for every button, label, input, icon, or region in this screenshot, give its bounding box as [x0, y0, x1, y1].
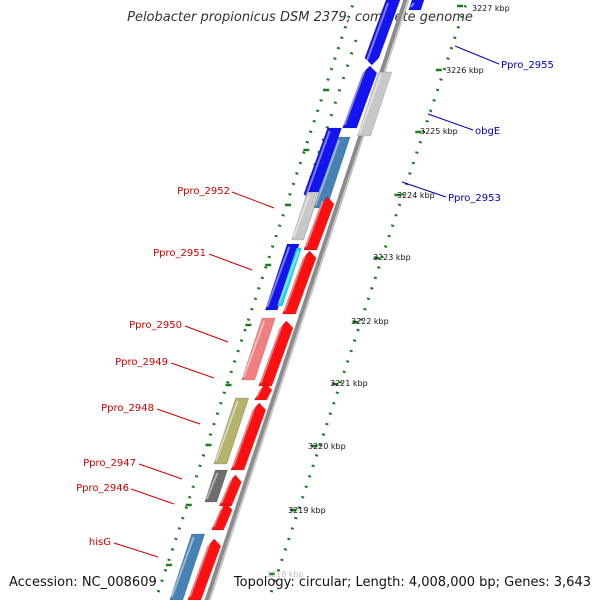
gene-features [169, 0, 425, 600]
gene-label-ppro-2951[interactable]: Ppro_2951 [153, 248, 206, 259]
leader-ppro-2947 [138, 463, 183, 480]
leader-ppro-2955 [454, 45, 500, 65]
leader-hisg [113, 542, 159, 558]
gene-ppro-2950[interactable] [241, 317, 276, 381]
gene-ppro-2948[interactable] [213, 397, 250, 465]
leader-ppro-2946 [130, 488, 175, 505]
gene-ppro-2951[interactable] [264, 243, 300, 311]
gene-ppro-2953-steel-highlight [314, 139, 341, 206]
kbp-label: 3219 kbp [288, 506, 326, 515]
label-leaders [113, 45, 500, 558]
kbp-label: 3224 kbp [397, 191, 435, 200]
gene-ppro-2947-red-highlight [220, 478, 233, 504]
gene-ppro-2949-highlight [255, 386, 263, 398]
gene-obge-highlight [358, 74, 382, 134]
kbp-label: 3221 kbp [330, 379, 368, 388]
leader-obge [427, 113, 474, 131]
kbp-label: 3223 kbp [373, 253, 411, 262]
gene-ppro-2955[interactable] [364, 0, 401, 66]
gene-hisg[interactable] [169, 533, 206, 600]
gene-label-ppro-2947[interactable]: Ppro_2947 [83, 458, 136, 469]
gene-ppro-2948-highlight [214, 400, 239, 462]
leader-ppro-2951 [208, 253, 253, 271]
gene-label-ppro-2953[interactable]: Ppro_2953 [448, 193, 501, 204]
gene-hisg-red[interactable] [187, 538, 222, 600]
gene-label-ppro-2952[interactable]: Ppro_2952 [177, 186, 230, 197]
gene-ppro-2949[interactable] [254, 382, 273, 401]
gene-label-ppro-2948[interactable]: Ppro_2948 [101, 403, 154, 414]
kbp-label: 3227 kbp [472, 4, 510, 13]
kbp-label: 3218 kbp [266, 570, 304, 579]
leader-ppro-2952 [231, 191, 275, 209]
kbp-label: 3220 kbp [308, 442, 346, 451]
gene-ppro-2951-red[interactable] [282, 250, 317, 315]
gene-ppro-2951-cyan-highlight [278, 250, 300, 304]
gene-label-ppro-2949[interactable]: Ppro_2949 [115, 357, 168, 368]
gene-ppro-2950-highlight [242, 320, 266, 378]
kbp-ticks [165, 4, 464, 576]
gene-label-ppro-2946[interactable]: Ppro_2946 [76, 483, 129, 494]
gene-ppro-2951-highlight [266, 246, 291, 308]
gene-ppro-2952-red-highlight [304, 200, 324, 248]
topology-text: Topology: circular; Length: 4,008,000 bp… [233, 575, 591, 590]
gene-ppro-2948-red-highlight [231, 406, 256, 468]
gene-ppro-2952[interactable] [291, 191, 320, 241]
gene-ppro-2947-highlight [205, 472, 219, 500]
leader-ppro-2953 [401, 181, 447, 198]
kbp-label: 3226 kbp [446, 66, 484, 75]
gene-ppro-2954-highlight [343, 69, 366, 126]
gene-ppro-2952-highlight [292, 194, 311, 238]
gene-ppro-2954[interactable] [342, 65, 378, 129]
gene-ppro-2946[interactable] [211, 502, 233, 531]
gene-ppro-2947[interactable] [204, 469, 228, 503]
gene-label-hisg[interactable]: hisG [89, 537, 111, 548]
gene-label-obge[interactable]: obgE [475, 126, 500, 137]
gene-hisg-highlight [170, 536, 195, 598]
leader-ppro-2948 [156, 408, 201, 425]
kbp-label: 3225 kbp [420, 127, 458, 136]
gene-ppro-2955-end[interactable] [408, 0, 425, 11]
gene-ppro-2951-red-highlight [283, 254, 307, 312]
leader-ppro-2949 [170, 362, 215, 379]
gene-ppro-2951-cyan[interactable] [276, 247, 302, 307]
gene-ppro-2952-red[interactable] [303, 196, 335, 251]
accession-text: Accession: NC_008609 [9, 575, 157, 590]
gene-ppro-2948-red[interactable] [230, 402, 267, 471]
kbp-label: 3222 kbp [351, 317, 389, 326]
gene-ppro-2946-highlight [212, 506, 224, 528]
gene-label-ppro-2950[interactable]: Ppro_2950 [129, 320, 182, 331]
gene-obge[interactable] [357, 71, 393, 137]
gene-ppro-2955-end-highlight [409, 2, 415, 8]
gene-hisg-red-highlight [188, 542, 211, 598]
gene-ppro-2955-highlight [365, 2, 389, 62]
gene-ppro-2953-highlight [304, 130, 331, 198]
leader-ppro-2950 [184, 325, 229, 343]
gene-label-ppro-2955[interactable]: Ppro_2955 [501, 60, 554, 71]
gene-ppro-2950-red-highlight [259, 324, 283, 384]
